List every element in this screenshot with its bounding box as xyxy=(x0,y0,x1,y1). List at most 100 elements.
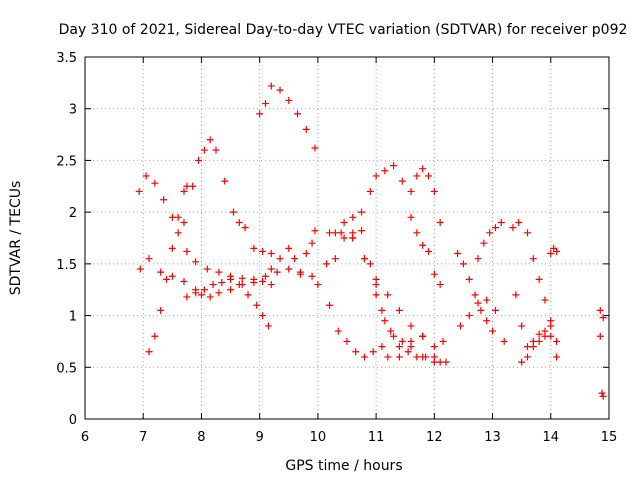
data-point xyxy=(395,353,403,361)
data-point xyxy=(553,247,561,255)
x-tick-label: 12 xyxy=(426,430,443,445)
data-point xyxy=(235,281,243,289)
data-point xyxy=(250,244,258,252)
data-point xyxy=(535,330,543,338)
data-point xyxy=(180,187,188,195)
data-point xyxy=(183,293,191,301)
series-arc-10 xyxy=(326,229,444,366)
series-arc-15 xyxy=(457,296,508,345)
data-point xyxy=(366,260,374,268)
data-point xyxy=(250,278,258,286)
data-point xyxy=(372,291,380,299)
data-point xyxy=(311,227,319,235)
data-point xyxy=(215,289,223,297)
data-point xyxy=(459,260,467,268)
data-point xyxy=(212,146,220,154)
data-point xyxy=(398,177,406,185)
data-point xyxy=(192,258,200,266)
data-point xyxy=(541,332,549,340)
data-point xyxy=(259,312,267,320)
chart-title: Day 310 of 2021, Sidereal Day-to-day VTE… xyxy=(59,22,628,38)
data-point xyxy=(334,327,342,335)
data-point xyxy=(599,314,607,322)
data-point xyxy=(395,343,403,351)
data-point xyxy=(430,353,438,361)
data-point xyxy=(430,270,438,278)
series-arc-6 xyxy=(256,82,319,152)
series-arc-16 xyxy=(474,218,505,263)
data-point xyxy=(491,306,499,314)
grid xyxy=(85,57,609,419)
series-arc-13 xyxy=(407,165,444,226)
data-point xyxy=(518,322,526,330)
data-point xyxy=(457,322,465,330)
data-point xyxy=(454,250,462,258)
data-points xyxy=(135,82,607,400)
data-point xyxy=(244,291,252,299)
data-point xyxy=(407,322,415,330)
data-point xyxy=(343,337,351,345)
data-point xyxy=(596,306,604,314)
data-point xyxy=(311,144,319,152)
data-point xyxy=(285,265,293,273)
x-tick-label: 15 xyxy=(601,430,618,445)
data-point xyxy=(471,291,479,299)
data-point xyxy=(515,218,523,226)
series-arc-4 xyxy=(180,136,275,258)
data-point xyxy=(174,213,182,221)
data-point xyxy=(465,275,473,283)
y-tick-label: 2.5 xyxy=(56,154,77,169)
data-point xyxy=(413,229,421,237)
y-tick-label: 3 xyxy=(69,103,77,118)
data-point xyxy=(547,250,555,258)
data-point xyxy=(352,348,360,356)
data-point xyxy=(404,348,412,356)
data-point xyxy=(489,327,497,335)
data-point xyxy=(425,247,433,255)
data-point xyxy=(340,218,348,226)
data-point xyxy=(314,281,322,289)
x-tick-label: 6 xyxy=(81,430,89,445)
data-point xyxy=(267,265,275,273)
data-point xyxy=(145,255,153,263)
data-point xyxy=(253,301,261,309)
data-point xyxy=(135,187,143,195)
data-point xyxy=(259,247,267,255)
data-point xyxy=(413,172,421,180)
data-point xyxy=(372,172,380,180)
series-arc-7 xyxy=(267,227,319,278)
x-tick-label: 10 xyxy=(310,430,327,445)
y-tick-label: 2 xyxy=(69,206,77,221)
data-point xyxy=(221,177,229,185)
data-point xyxy=(390,332,398,340)
data-point xyxy=(419,332,427,340)
data-point xyxy=(535,337,543,345)
data-point xyxy=(474,255,482,263)
data-point xyxy=(407,213,415,221)
data-point xyxy=(407,187,415,195)
data-point xyxy=(276,255,284,263)
data-point xyxy=(480,239,488,247)
data-point xyxy=(261,272,269,280)
data-point xyxy=(358,227,366,235)
series-arc-1 xyxy=(135,172,316,283)
y-tick-label: 1.5 xyxy=(56,258,77,273)
y-tick-label: 3.5 xyxy=(56,51,77,66)
data-point xyxy=(326,301,334,309)
x-axis-label: GPS time / hours xyxy=(285,458,402,474)
data-point xyxy=(436,358,444,366)
data-point xyxy=(378,343,386,351)
data-point xyxy=(183,247,191,255)
data-point xyxy=(553,337,561,345)
y-tick-label: 0.5 xyxy=(56,361,77,376)
data-point xyxy=(291,255,299,263)
data-point xyxy=(384,353,392,361)
data-point xyxy=(596,332,604,340)
data-point xyxy=(413,353,421,361)
data-point xyxy=(267,281,275,289)
data-point xyxy=(227,275,235,283)
y-axis-label: SDTVAR / TECUs xyxy=(8,181,24,296)
data-point xyxy=(238,274,246,282)
data-point xyxy=(218,278,226,286)
